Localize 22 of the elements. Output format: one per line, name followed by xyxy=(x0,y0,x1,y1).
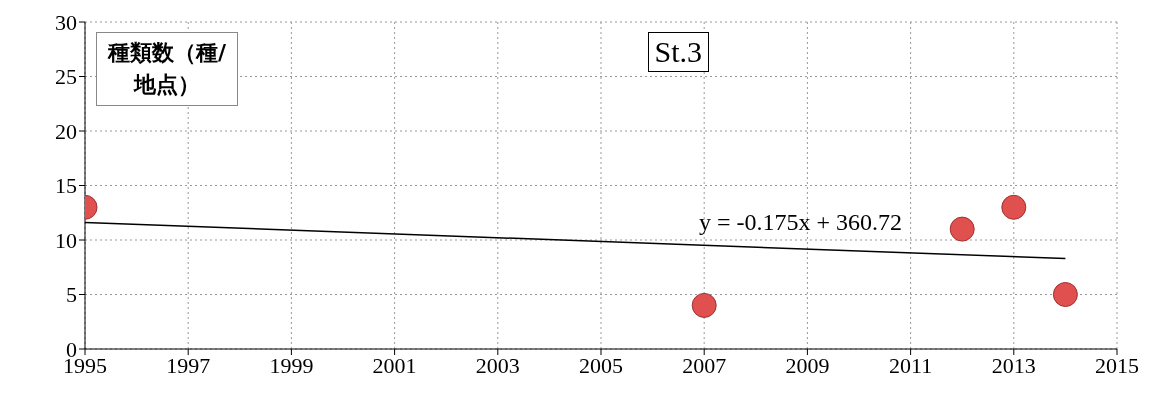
x-tick-label: 2005 xyxy=(579,352,623,378)
x-tick-label: 2009 xyxy=(785,352,830,378)
y-tick-label: 5 xyxy=(66,282,77,308)
point xyxy=(949,216,975,242)
point xyxy=(1052,282,1078,307)
x-tick-label: 2015 xyxy=(1095,352,1139,378)
x-tick-label: 1999 xyxy=(269,352,314,378)
x-tick-label: 2013 xyxy=(991,352,1036,378)
x-tick-label: 2001 xyxy=(372,352,417,378)
y-tick-label: 15 xyxy=(55,173,77,199)
x-tick-label: 2003 xyxy=(475,352,520,378)
annotation: y = -0.175x + 360.72 xyxy=(699,209,903,237)
x-tick-label: 1997 xyxy=(166,352,211,378)
chart-title: St.3 xyxy=(647,32,710,72)
y-tick-label: 30 xyxy=(55,9,77,35)
y-tick-label: 25 xyxy=(55,64,77,90)
y-tick-label: 10 xyxy=(55,227,77,253)
x-tick-label: 2007 xyxy=(682,352,727,378)
y-tick-label: 20 xyxy=(55,118,77,144)
y-axis-title: 種類数（種/地点） xyxy=(96,32,238,106)
x-tick-label: 2011 xyxy=(889,352,933,378)
point xyxy=(1001,194,1027,220)
